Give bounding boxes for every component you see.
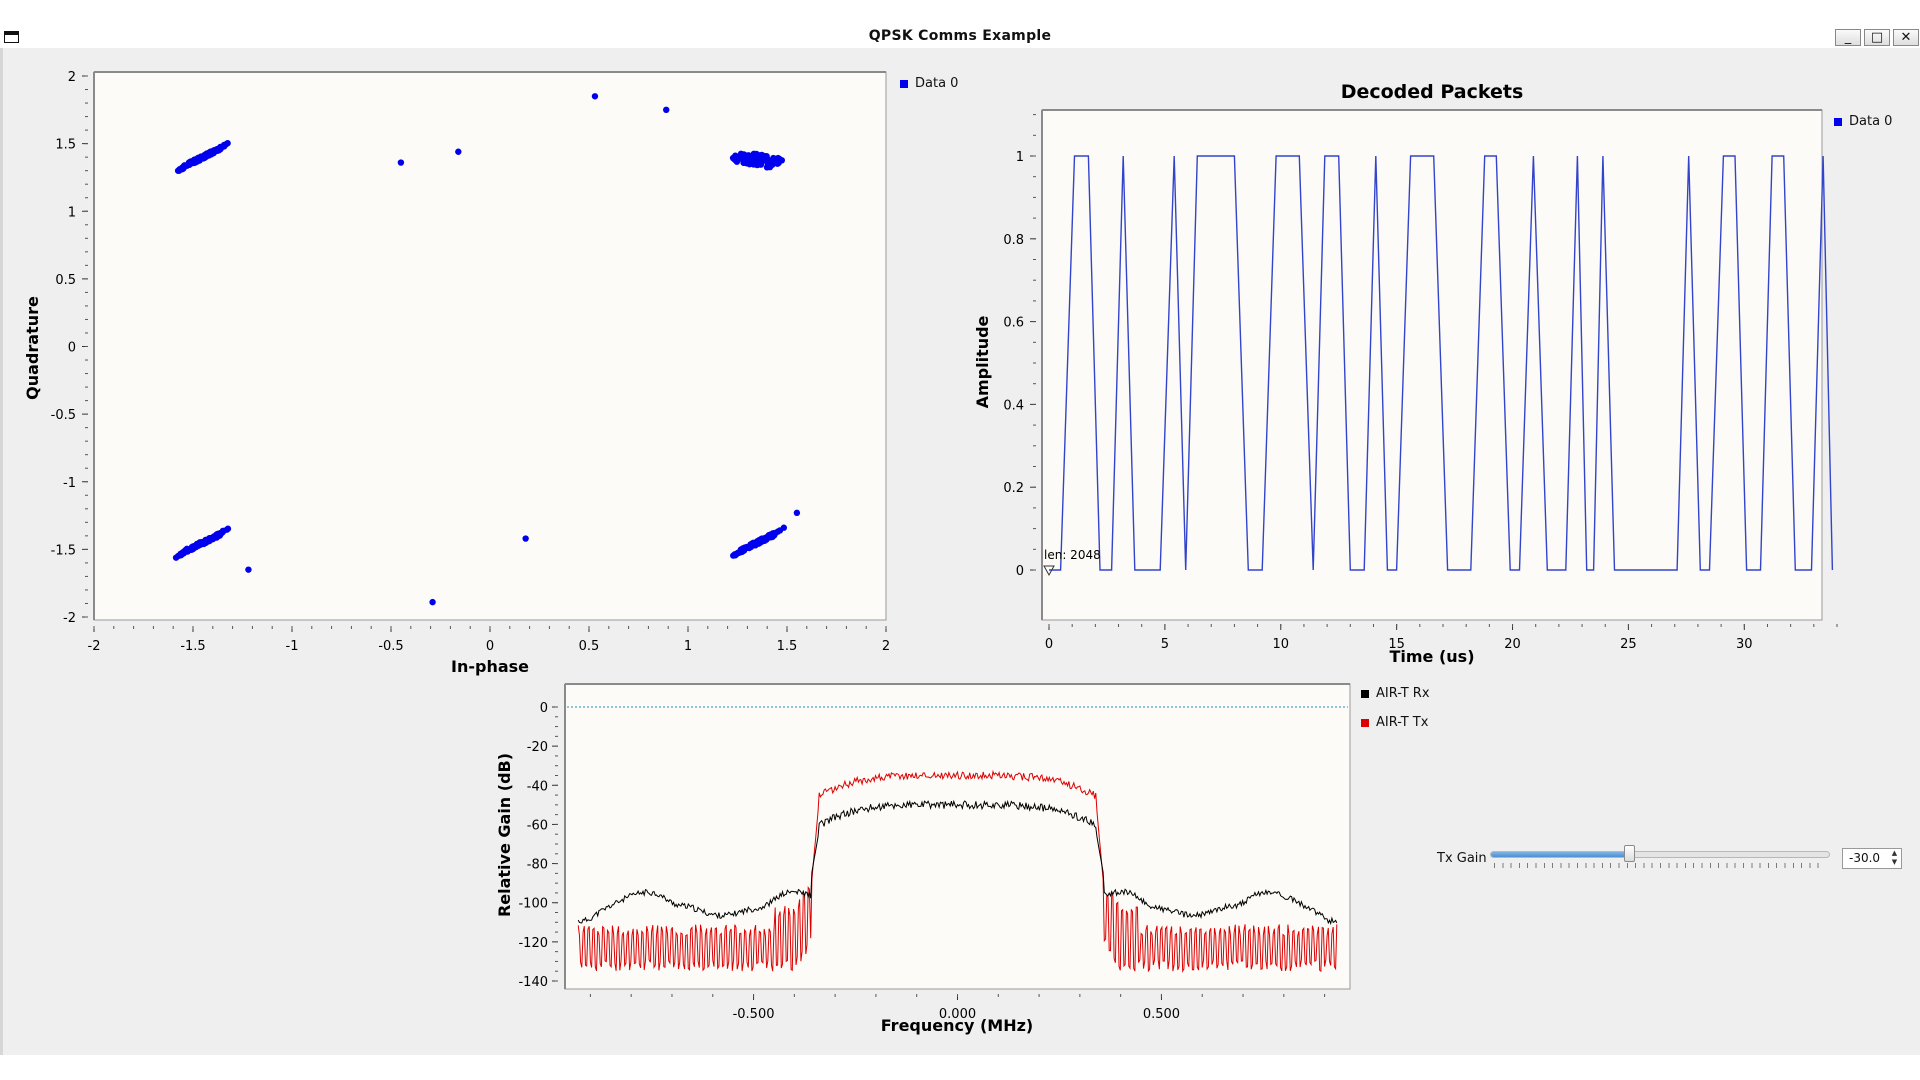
spin-arrows-icon[interactable]: ▲ ▼ [1891, 849, 1898, 866]
maximize-button[interactable]: □ [1864, 29, 1890, 46]
app-window-icon[interactable] [4, 31, 19, 43]
spectrum-legend-tx-label: AIR-T Tx [1376, 715, 1429, 730]
close-button[interactable]: ✕ [1893, 29, 1919, 46]
window-body [0, 48, 1920, 1055]
legend-swatch-icon [900, 79, 908, 88]
spectrum-legend-tx[interactable]: AIR-T Tx [1361, 715, 1428, 730]
window-title: QPSK Comms Example [868, 28, 1052, 44]
legend-swatch-icon [1361, 718, 1369, 727]
tx-gain-value[interactable]: -30.0 [1849, 851, 1881, 865]
tx-gain-slider[interactable] [1490, 851, 1830, 858]
legend-swatch-icon [1361, 689, 1369, 698]
constellation-legend-label: Data 0 [915, 76, 959, 91]
tx-gain-spinbox[interactable]: -30.0 ▲ ▼ [1842, 848, 1902, 869]
constellation-legend[interactable]: Data 0 [900, 76, 958, 91]
tx-gain-label: Tx Gain [1437, 851, 1487, 866]
spectrum-legend-rx[interactable]: AIR-T Rx [1361, 686, 1430, 701]
tx-gain-slider-ticks [1494, 863, 1826, 868]
packets-legend-label: Data 0 [1849, 114, 1893, 129]
tx-gain-slider-fill [1491, 852, 1630, 857]
packets-legend[interactable]: Data 0 [1834, 114, 1892, 129]
tx-gain-slider-handle[interactable] [1624, 845, 1636, 862]
legend-swatch-icon [1834, 117, 1842, 126]
spectrum-legend-rx-label: AIR-T Rx [1376, 686, 1430, 701]
title-bar: QPSK Comms Example _ □ ✕ [0, 0, 1920, 49]
minimize-button[interactable]: _ [1835, 29, 1861, 46]
bottom-margin [0, 1055, 1920, 1080]
